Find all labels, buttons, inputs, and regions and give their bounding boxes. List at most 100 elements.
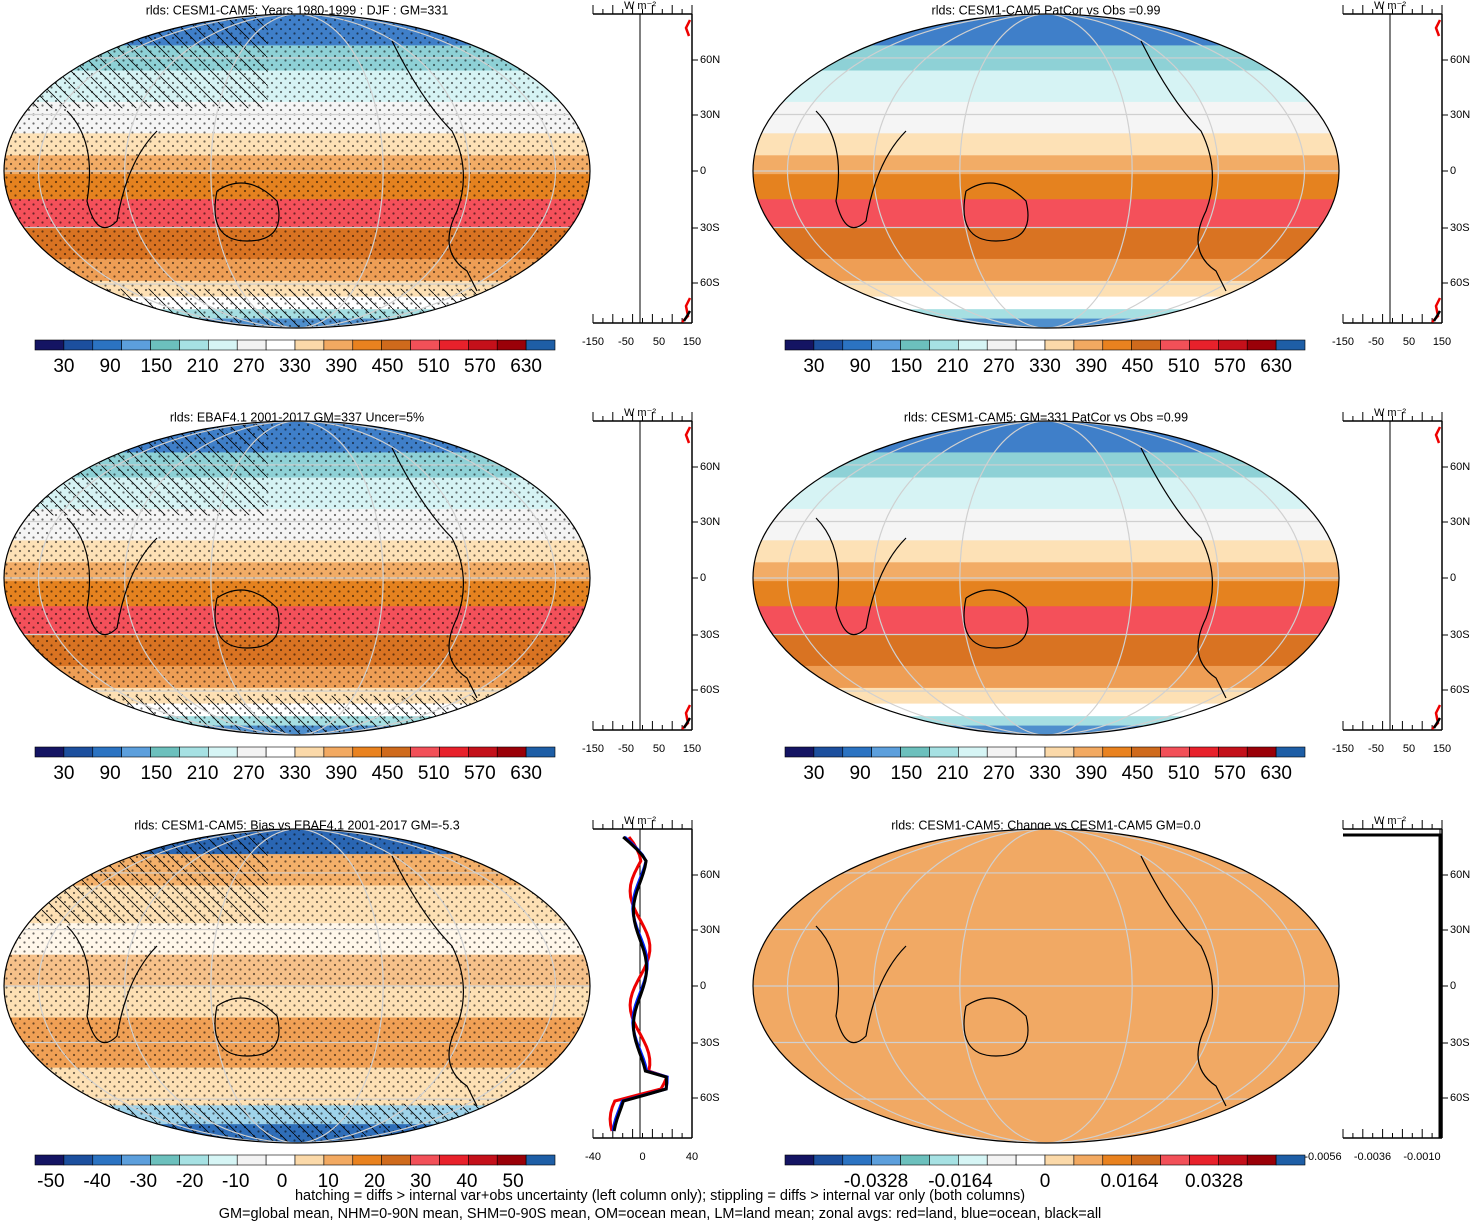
colorbar-box: [439, 746, 469, 758]
zonal-x-label: -150: [1332, 743, 1354, 755]
colorbar-label: 450: [1122, 763, 1154, 784]
zonal-y-label: 0: [700, 165, 706, 177]
zonal-curve: [608, 836, 669, 1132]
zonal-y-label: 60N: [700, 461, 720, 473]
map-band: [753, 101, 1339, 135]
colorbar-label: 150: [140, 763, 172, 784]
map-border: [3, 828, 591, 1144]
map-border: [752, 420, 1340, 736]
colorbar-label: 330: [279, 763, 311, 784]
colorbar-box: [813, 1154, 844, 1166]
map-band: [753, 280, 1339, 298]
zonal-y-label: 30N: [700, 109, 720, 121]
colorbar-box: [929, 1154, 959, 1166]
colorbar-label: 150: [140, 356, 172, 377]
colorbar-box: [1275, 746, 1306, 758]
colorbar-label: 570: [1214, 763, 1246, 784]
colorbar-label: 570: [464, 356, 496, 377]
zonal-curve: [682, 717, 692, 729]
colorbar-label: 90: [100, 356, 121, 377]
colorbar-box: [179, 339, 209, 351]
colorbar-box: [1015, 1154, 1046, 1166]
colorbar-box: [92, 746, 122, 758]
zonal-x-label: -150: [1332, 336, 1354, 348]
zonal-x-label: -50: [1368, 336, 1384, 348]
colorbar-box: [871, 1154, 901, 1166]
zonal-y-label: 30S: [1450, 1037, 1470, 1049]
colorbar-label: 20: [364, 1171, 385, 1192]
colorbar-box: [63, 339, 94, 351]
zonal-x-label: -150: [582, 743, 604, 755]
map-field: [4, 14, 590, 328]
colorbar-box: [294, 746, 325, 758]
colorbar-box: [34, 1154, 65, 1166]
colorbar-box: [352, 1154, 382, 1166]
zonal-x-label: 150: [1433, 743, 1451, 755]
colorbar-box: [1246, 746, 1277, 758]
map-band: [753, 606, 1339, 636]
colorbar-label: 270: [983, 356, 1015, 377]
colorbar-label: 0.0164: [1100, 1171, 1159, 1192]
colorbar-box: [150, 1154, 180, 1166]
colorbar-box: [986, 339, 1017, 351]
colorbar-box: [1102, 746, 1132, 758]
colorbar-label: 570: [464, 763, 496, 784]
colorbar-box: [236, 746, 267, 758]
map-band: [753, 665, 1339, 689]
colorbar-box: [1218, 746, 1248, 758]
colorbar-box: [813, 339, 844, 351]
colorbar-box: [1131, 339, 1161, 351]
zonal-y-label: 60N: [700, 54, 720, 66]
colorbar-box: [784, 339, 815, 351]
colorbar-box: [323, 1154, 354, 1166]
zonal-x-label: -40: [585, 1151, 601, 1163]
zonal-curve: [1432, 717, 1442, 729]
zonal-unit: W m⁻²: [1374, 0, 1406, 12]
zonal-x-label: 150: [683, 743, 701, 755]
map-field: [753, 829, 1339, 1143]
colorbar-label: -30: [130, 1171, 157, 1192]
zonal-x-label: 0: [639, 1151, 645, 1163]
colorbar-box: [150, 746, 180, 758]
zonal-curve: [1431, 19, 1442, 323]
map: [752, 420, 1340, 736]
colorbar-box: [1160, 1154, 1190, 1166]
zonal-unit: W m⁻²: [624, 407, 656, 419]
map-band: [753, 133, 1339, 157]
zonal-curve: [682, 310, 692, 322]
zonal-x-label: -50: [618, 743, 634, 755]
colorbar-label: -40: [83, 1171, 110, 1192]
colorbar-label: 90: [850, 356, 871, 377]
zonal-x-label: -0.0056: [1304, 1151, 1341, 1163]
colorbar-label: 30: [53, 356, 74, 377]
colorbar-label: 150: [890, 763, 922, 784]
colorbar-box: [784, 1154, 815, 1166]
colorbar-label: 90: [100, 763, 121, 784]
colorbar-box: [468, 1154, 498, 1166]
colorbar-box: [900, 746, 930, 758]
map-band: [753, 227, 1339, 260]
colorbar-label: 510: [418, 763, 450, 784]
colorbar-box: [34, 339, 65, 351]
colorbar-label: 450: [372, 356, 404, 377]
map-band: [753, 296, 1339, 311]
colorbar-box: [323, 339, 354, 351]
zonal-curve: [1431, 426, 1442, 730]
zonal-x-label: 50: [653, 743, 665, 755]
zonal-y-label: 30N: [1450, 109, 1470, 121]
colorbar-box: [352, 339, 382, 351]
colorbar-box: [900, 339, 930, 351]
colorbar-label: 30: [53, 763, 74, 784]
colorbar-box: [929, 339, 959, 351]
zonal-y-label: 60S: [1450, 684, 1470, 696]
map-field: [4, 829, 590, 1143]
map-field: [4, 421, 590, 735]
colorbar-box: [958, 746, 988, 758]
zonal-y-label: 0: [1450, 572, 1456, 584]
map-band: [753, 540, 1339, 564]
colorbar-box: [439, 339, 469, 351]
zonal-y-label: 30N: [1450, 516, 1470, 528]
colorbar-box: [1246, 1154, 1277, 1166]
colorbar-box: [842, 746, 872, 758]
